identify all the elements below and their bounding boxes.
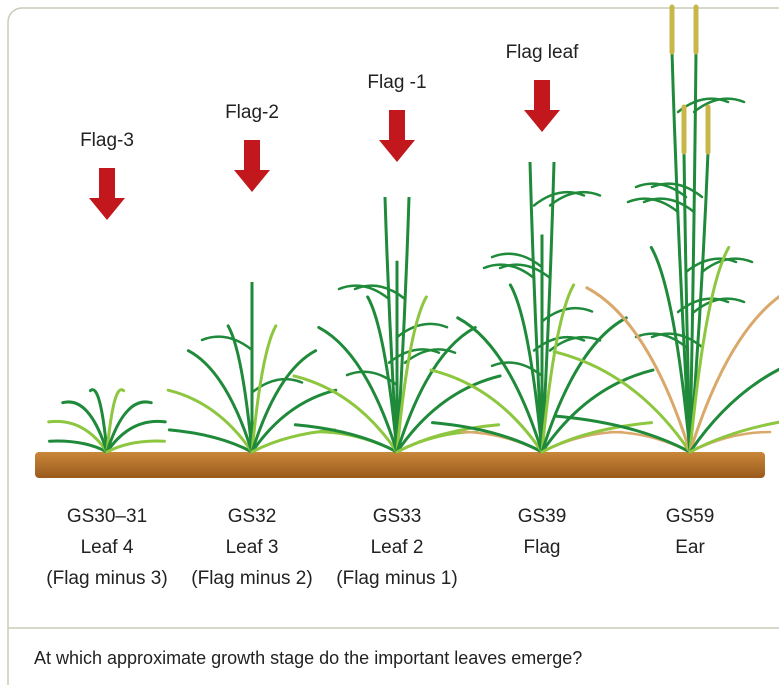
figure: Flag-3 GS30–31 Leaf 4 (Flag minus 3) Flag-2 G… [0, 0, 779, 685]
leaf-label: Ear [675, 537, 705, 558]
leaf-label: Flag [524, 537, 561, 558]
caption: At which approximate growth stage do the… [34, 648, 582, 668]
growth-stage: GS32 [228, 506, 277, 527]
note: (Flag minus 3) [46, 568, 167, 589]
leaf-label: Leaf 4 [81, 537, 134, 558]
note: (Flag minus 2) [191, 568, 312, 589]
leaf-label: Leaf 2 [371, 537, 424, 558]
arrow-label: Flag-2 [225, 102, 279, 123]
arrow-label: Flag -1 [367, 72, 426, 93]
arrow-label: Flag leaf [506, 42, 580, 63]
note: (Flag minus 1) [336, 568, 457, 589]
growth-stage: GS33 [373, 506, 422, 527]
growth-stage: GS39 [518, 506, 567, 527]
growth-stage: GS30–31 [67, 506, 147, 527]
arrow-label: Flag-3 [80, 130, 134, 151]
soil [35, 452, 765, 478]
leaf-label: Leaf 3 [226, 537, 279, 558]
growth-stage: GS59 [666, 506, 715, 527]
